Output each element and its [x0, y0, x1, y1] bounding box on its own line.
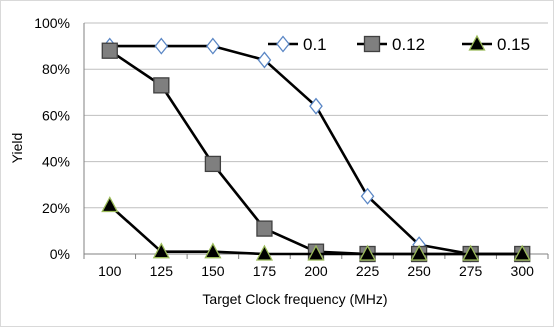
data-point [513, 244, 531, 261]
y-tick-label: 0% [50, 246, 70, 262]
data-point [101, 196, 119, 213]
x-tick-label: 250 [407, 263, 431, 279]
x-tick-label: 100 [98, 263, 122, 279]
legend-marker [363, 35, 381, 53]
data-point [204, 242, 222, 259]
legend-label: 0.15 [497, 35, 530, 54]
gridlines [84, 22, 548, 209]
data-point [152, 242, 170, 259]
data-point [204, 155, 222, 173]
y-axis-title: Yield [9, 133, 25, 164]
x-tick-label: 275 [459, 263, 483, 279]
x-axis-title: Target Clock frequency (MHz) [202, 291, 387, 307]
series-0.1 [102, 37, 530, 263]
x-tick-label: 200 [304, 263, 328, 279]
legend-label: 0.1 [303, 35, 327, 54]
data-point [256, 220, 273, 237]
series-0.15 [101, 196, 531, 261]
series-layer [101, 37, 531, 263]
x-tick-label: 175 [253, 263, 277, 279]
data-point [309, 97, 323, 115]
legend-item-0.15: 0.15 [462, 34, 530, 54]
data-point [462, 244, 480, 261]
data-point [360, 187, 375, 205]
legend-marker [276, 35, 290, 53]
legend-item-0.1: 0.1 [268, 35, 327, 54]
series-line [109, 49, 523, 256]
data-point [206, 37, 220, 55]
x-tick-label: 150 [201, 263, 225, 279]
axes: 0% 20% 40% 60% 80% 100% 100 125 150 175 200 225 250 2… [34, 15, 549, 279]
y-tick-label: 60% [42, 107, 70, 123]
series-0.12 [101, 42, 531, 263]
series-line [109, 44, 523, 256]
y-tick-label: 100% [34, 15, 70, 31]
y-tick-label: 40% [42, 154, 70, 170]
x-tick-label: 225 [356, 263, 380, 279]
x-tick-label: 125 [150, 263, 174, 279]
data-point [410, 244, 428, 261]
x-tick-label: 300 [511, 263, 535, 279]
y-tick-label: 80% [42, 61, 70, 77]
legend-label: 0.12 [392, 35, 425, 54]
data-point [358, 244, 377, 261]
data-point [154, 37, 169, 55]
data-point [257, 51, 272, 69]
data-point [153, 77, 170, 94]
legend: 0.1 0.12 0.15 [268, 34, 530, 54]
data-point [307, 244, 325, 261]
y-tick-label: 20% [42, 200, 70, 216]
data-point [255, 244, 274, 261]
data-point [101, 42, 118, 59]
legend-item-0.12: 0.12 [357, 35, 425, 54]
legend-marker [468, 34, 486, 51]
